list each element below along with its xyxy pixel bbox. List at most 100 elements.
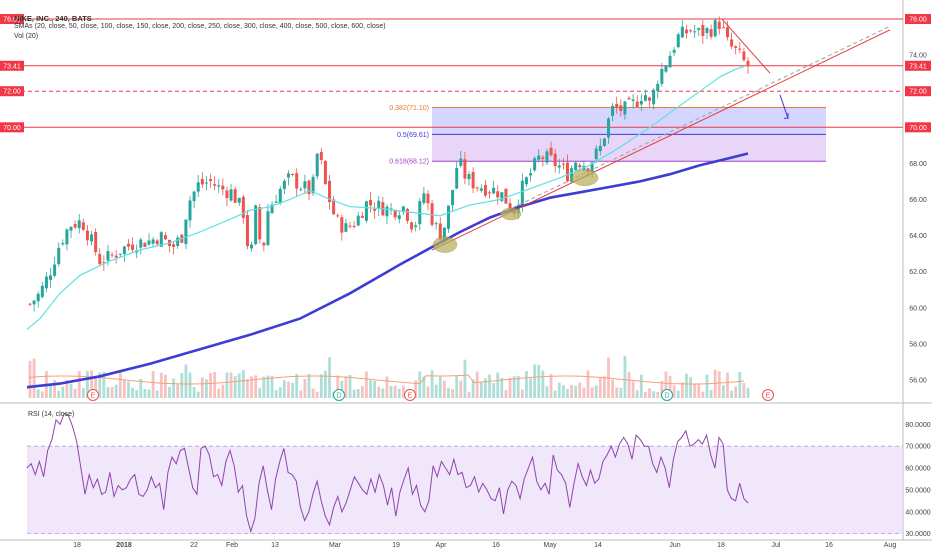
candle-body [356, 215, 360, 226]
candle-body [332, 199, 336, 215]
volume-bar [168, 387, 171, 398]
volume-bar [570, 384, 573, 398]
earnings-marker-icon[interactable] [87, 389, 99, 401]
volume-bar [479, 381, 483, 398]
dashed-trendline[interactable] [499, 25, 891, 215]
time-tick-label: Jun [669, 542, 680, 549]
volume-bar [644, 391, 647, 398]
volume-bar [98, 372, 102, 398]
candle-body [299, 189, 303, 191]
volume-bar [656, 391, 660, 398]
candle-body [598, 145, 602, 152]
candle-body [483, 184, 487, 196]
dividend-marker-icon[interactable] [661, 389, 673, 401]
candle-body [713, 20, 717, 37]
candle-body [163, 235, 167, 240]
touch-point-ellipse[interactable] [571, 169, 599, 187]
volume-bar [163, 374, 167, 398]
candle-body [373, 208, 377, 211]
candle-body [701, 25, 705, 37]
candle-body [73, 224, 77, 228]
volume-bar [742, 382, 746, 398]
volume-bar [110, 387, 114, 398]
candle-body [619, 105, 623, 111]
sma-legend[interactable]: SMAs (20, close, 50, close, 100, close, … [14, 23, 386, 30]
volume-legend[interactable]: Vol (20) [14, 33, 38, 40]
rsi-tick-label: 70.0000 [905, 444, 930, 451]
volume-bar [545, 386, 549, 398]
candle-body [676, 34, 680, 48]
candle-body [500, 192, 504, 201]
candle-body [594, 148, 598, 160]
projection-arrow-icon[interactable] [779, 94, 789, 119]
volume-bar [32, 358, 36, 398]
candle-body [28, 303, 32, 305]
volume-bar [459, 380, 463, 398]
candle-body [734, 46, 738, 48]
candle-body [693, 31, 697, 33]
price-tag-left [0, 60, 24, 71]
fib-zone-lower [432, 134, 826, 162]
candle-body [401, 206, 405, 213]
time-tick-label: Apr [436, 542, 448, 549]
candle-body [537, 155, 541, 160]
candle-body [147, 240, 151, 245]
volume-bar [389, 386, 393, 398]
rsi-tick-label: 30.0000 [905, 531, 930, 538]
candle-body [664, 65, 668, 72]
candle-body [69, 226, 73, 231]
volume-bar [200, 377, 204, 398]
volume-bar [397, 388, 401, 398]
price-tick-label: 60.00 [909, 305, 927, 312]
volume-bar [488, 374, 491, 398]
candle-body [98, 253, 102, 265]
dividend-marker-icon[interactable] [333, 389, 345, 401]
price-tag-left [0, 14, 24, 25]
candle-body [656, 83, 660, 92]
volume-bar [287, 381, 290, 398]
candle-body [126, 243, 130, 247]
volume-bar [360, 386, 364, 398]
earnings-marker-icon[interactable] [762, 389, 774, 401]
time-tick-label: 16 [825, 542, 833, 549]
fib-level-label: 0.382(71.10) [389, 105, 429, 112]
volume-bar [258, 388, 262, 398]
candle-body [434, 223, 438, 225]
candle-body [479, 188, 483, 191]
candle-body [44, 276, 48, 289]
volume-bar [299, 390, 303, 398]
volume-bar [53, 380, 57, 398]
time-tick-label: 18 [73, 542, 81, 549]
rsi-legend[interactable]: RSI (14, close) [28, 411, 74, 418]
price-tag-right-label: 72.00 [909, 89, 927, 96]
volume-bar [262, 376, 266, 398]
volume-bar [282, 380, 286, 398]
volume-bar [401, 385, 405, 398]
earnings-marker-icon[interactable] [404, 389, 416, 401]
time-tick-label: Jul [772, 542, 781, 549]
time-tick-label: Feb [226, 542, 238, 549]
volume-bar [254, 375, 258, 398]
candle-body [648, 97, 652, 101]
candle-body [295, 173, 299, 189]
volume-bar [36, 389, 40, 398]
touch-point-ellipse[interactable] [500, 207, 522, 221]
volume-bar [57, 390, 61, 398]
volume-bar [229, 372, 233, 398]
volume-bar [533, 364, 537, 398]
candle-body [32, 300, 36, 305]
candle-body [561, 163, 565, 165]
fib-level-label: 0.618(68.12) [389, 159, 429, 166]
candle-body [340, 217, 344, 233]
sma-200-line [26, 152, 749, 389]
touch-point-ellipse[interactable] [432, 236, 458, 253]
resistance-trendline[interactable] [721, 18, 771, 74]
volume-bar [664, 371, 668, 398]
volume-bar [578, 382, 582, 398]
candle-body [529, 173, 533, 176]
volume-bar [106, 387, 110, 398]
candle-body [471, 171, 475, 189]
candle-body [430, 203, 434, 225]
rsi-line[interactable] [26, 412, 749, 534]
